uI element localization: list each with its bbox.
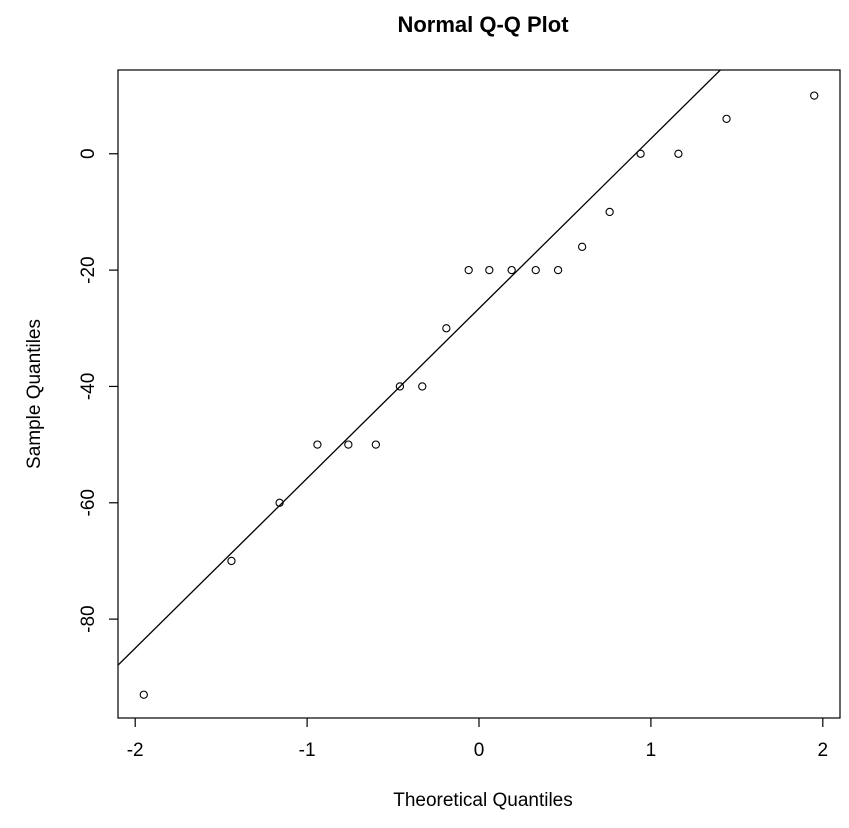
data-point <box>810 91 819 100</box>
data-point <box>371 440 381 449</box>
data-point <box>227 556 236 566</box>
data-point <box>395 382 405 391</box>
data-point <box>531 265 540 275</box>
data-point <box>275 498 284 507</box>
data-point <box>344 440 353 449</box>
qq-reference-line <box>118 70 722 666</box>
data-point <box>313 440 322 449</box>
data-point <box>674 149 683 158</box>
y-tick-label: 0 <box>78 148 99 159</box>
x-tick-label: 1 <box>646 740 657 761</box>
x-tick-label: 0 <box>474 740 485 761</box>
x-axis-label: Theoretical Quantiles <box>393 790 573 811</box>
x-tick-label: -2 <box>127 740 144 761</box>
chart-title: Normal Q-Q Plot <box>397 12 569 37</box>
y-axis-label: Sample Quantiles <box>24 319 45 469</box>
data-point <box>577 242 587 251</box>
data-point <box>507 265 516 275</box>
data-point <box>418 382 427 391</box>
data-point <box>442 324 451 333</box>
data-point <box>636 149 645 158</box>
data-point <box>722 114 731 124</box>
x-tick-label: -1 <box>299 740 316 761</box>
y-tick-label: -80 <box>78 605 99 632</box>
data-point <box>485 265 494 275</box>
data-point <box>139 690 148 699</box>
data-point <box>553 265 563 275</box>
data-point <box>464 265 473 275</box>
y-tick-label: -20 <box>78 256 99 283</box>
y-tick-label: -40 <box>78 373 99 400</box>
plot-frame <box>117 69 841 719</box>
y-tick-label: -60 <box>78 489 99 516</box>
data-point <box>605 207 614 217</box>
x-tick-label: 2 <box>818 740 829 761</box>
